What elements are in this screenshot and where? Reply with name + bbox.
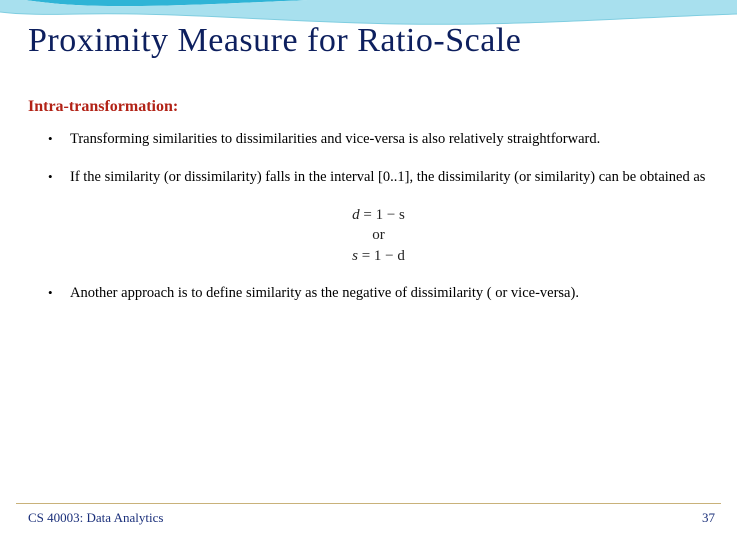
bullet-marker: • <box>48 284 70 304</box>
swoosh-top <box>0 0 737 6</box>
swoosh-bottom <box>0 0 737 24</box>
slide-title: Proximity Measure for Ratio-Scale <box>28 22 521 60</box>
bullet-marker: • <box>48 168 70 188</box>
bullet-item: • If the similarity (or dissimilarity) f… <box>48 168 709 188</box>
section-subheading: Intra-transformation: <box>28 98 178 116</box>
equation-var: d <box>352 207 360 223</box>
footer-course: CS 40003: Data Analytics <box>28 510 163 526</box>
content-area: • Transforming similarities to dissimila… <box>48 130 709 321</box>
bullet-item: • Another approach is to define similari… <box>48 284 709 304</box>
equation-or: or <box>48 225 709 245</box>
bullet-text: Another approach is to define similarity… <box>70 284 709 304</box>
bullet-marker: • <box>48 130 70 150</box>
bullet-text: If the similarity (or dissimilarity) fal… <box>70 168 709 188</box>
footer-page-number: 37 <box>702 510 715 526</box>
footer-divider <box>16 503 721 504</box>
equation-block: d = 1 − s or s = 1 − d <box>48 205 709 266</box>
bullet-item: • Transforming similarities to dissimila… <box>48 130 709 150</box>
equation-rhs: = 1 − s <box>360 207 405 223</box>
equation-line: s = 1 − d <box>48 246 709 266</box>
bullet-text: Transforming similarities to dissimilari… <box>70 130 709 150</box>
equation-line: d = 1 − s <box>48 205 709 225</box>
equation-rhs: = 1 − d <box>358 248 405 264</box>
